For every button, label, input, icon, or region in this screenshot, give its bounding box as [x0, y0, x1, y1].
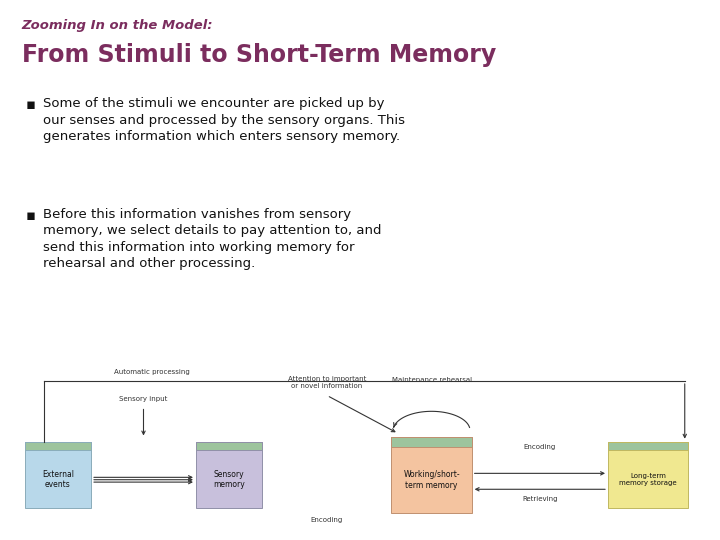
FancyBboxPatch shape	[196, 442, 262, 450]
Text: Some of the stimuli we encounter are picked up by
our senses and processed by th: Some of the stimuli we encounter are pic…	[43, 97, 405, 143]
Text: Zooming In on the Model:: Zooming In on the Model:	[22, 19, 213, 32]
FancyBboxPatch shape	[24, 442, 91, 450]
Text: ▪: ▪	[25, 97, 35, 112]
FancyBboxPatch shape	[392, 437, 472, 447]
Text: ▪: ▪	[25, 208, 35, 223]
FancyBboxPatch shape	[392, 437, 472, 513]
Text: Before this information vanishes from sensory
memory, we select details to pay a: Before this information vanishes from se…	[43, 208, 382, 271]
Text: Sensory
memory: Sensory memory	[213, 470, 245, 489]
Text: Retrieving: Retrieving	[522, 496, 557, 502]
Text: Sensory input: Sensory input	[120, 396, 168, 402]
Text: Attention to important
or novel information: Attention to important or novel informat…	[287, 376, 366, 389]
Text: From Stimuli to Short-Term Memory: From Stimuli to Short-Term Memory	[22, 43, 496, 67]
Text: Encoding: Encoding	[523, 443, 556, 449]
Text: Long-term
memory storage: Long-term memory storage	[619, 473, 677, 486]
FancyBboxPatch shape	[608, 442, 688, 450]
Text: Encoding: Encoding	[311, 517, 343, 523]
Text: Working/short-
term memory: Working/short- term memory	[403, 470, 460, 490]
FancyBboxPatch shape	[196, 442, 262, 509]
FancyBboxPatch shape	[608, 442, 688, 509]
Text: External
events: External events	[42, 470, 74, 489]
Text: Maintenance rehearsal: Maintenance rehearsal	[392, 376, 472, 383]
FancyBboxPatch shape	[24, 442, 91, 509]
Text: Automatic processing: Automatic processing	[114, 369, 189, 375]
